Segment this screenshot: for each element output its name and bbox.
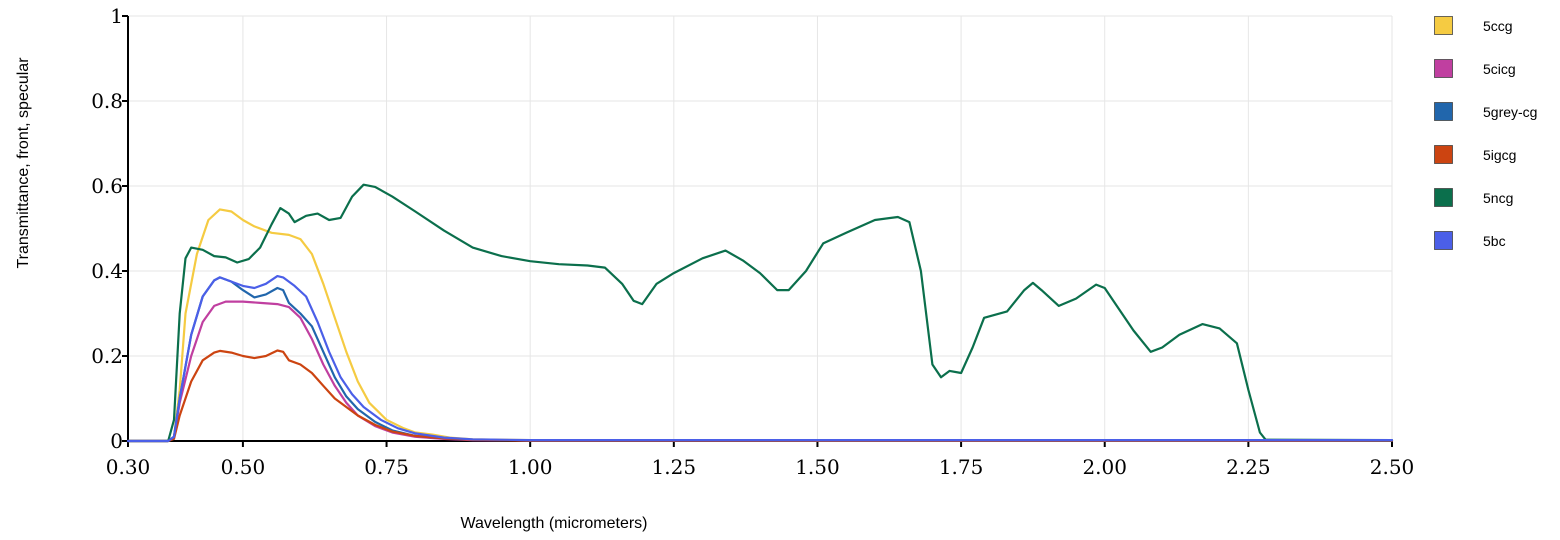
legend-label-5ncg: 5ncg — [1483, 190, 1513, 206]
series-line-5bc — [126, 275, 1394, 443]
legend: 5ccg 5cicg 5grey-cg 5igcg 5ncg 5bc — [1434, 16, 1537, 250]
series-lines — [126, 183, 1394, 443]
y-tick-label: 1 — [110, 4, 123, 28]
y-tick-label: 0.4 — [91, 259, 123, 283]
x-tick-label: 1.75 — [939, 455, 984, 479]
legend-swatch-5ncg — [1434, 188, 1453, 207]
x-tick-label: 0.75 — [364, 455, 409, 479]
series-line-5ccg — [126, 208, 1394, 443]
legend-swatch-5ccg — [1434, 16, 1453, 35]
x-tick-label: 1.00 — [508, 455, 553, 479]
x-axis-title: Wavelength (micrometers) — [460, 515, 647, 532]
axes: 0.30 0.50 0.75 1.00 1.25 1.50 1.75 2.00 2.25 2.50… — [91, 4, 1414, 479]
legend-swatch-5cicg — [1434, 59, 1453, 78]
x-tick-label: 2.00 — [1082, 455, 1127, 479]
x-tick-label: 0.50 — [221, 455, 266, 479]
legend-swatch-5grey-cg — [1434, 102, 1453, 121]
legend-label-5ccg: 5ccg — [1483, 18, 1513, 34]
x-tick-label: 2.50 — [1370, 455, 1415, 479]
legend-swatch-5igcg — [1434, 145, 1453, 164]
series-line-5grey-cg — [126, 276, 1394, 443]
legend-label-5bc: 5bc — [1483, 233, 1506, 249]
grid — [128, 15, 1393, 441]
y-tick-label: 0.6 — [91, 174, 123, 198]
y-tick-label: 0 — [110, 429, 123, 453]
x-tick-label: 1.25 — [652, 455, 697, 479]
legend-swatch-5bc — [1434, 231, 1453, 250]
legend-label-5cicg: 5cicg — [1483, 61, 1516, 77]
legend-label-5grey-cg: 5grey-cg — [1483, 104, 1537, 120]
x-tick-label: 0.30 — [106, 455, 151, 479]
legend-label-5igcg: 5igcg — [1483, 147, 1516, 163]
y-tick-label: 0.2 — [91, 344, 123, 368]
x-tick-label: 1.50 — [795, 455, 840, 479]
y-axis-title: Transmittance, front, specular — [15, 57, 32, 269]
x-tick-label: 2.25 — [1226, 455, 1271, 479]
series-line-5igcg — [126, 349, 1394, 443]
y-tick-label: 0.8 — [91, 89, 123, 113]
series-line-5ncg — [126, 183, 1394, 443]
